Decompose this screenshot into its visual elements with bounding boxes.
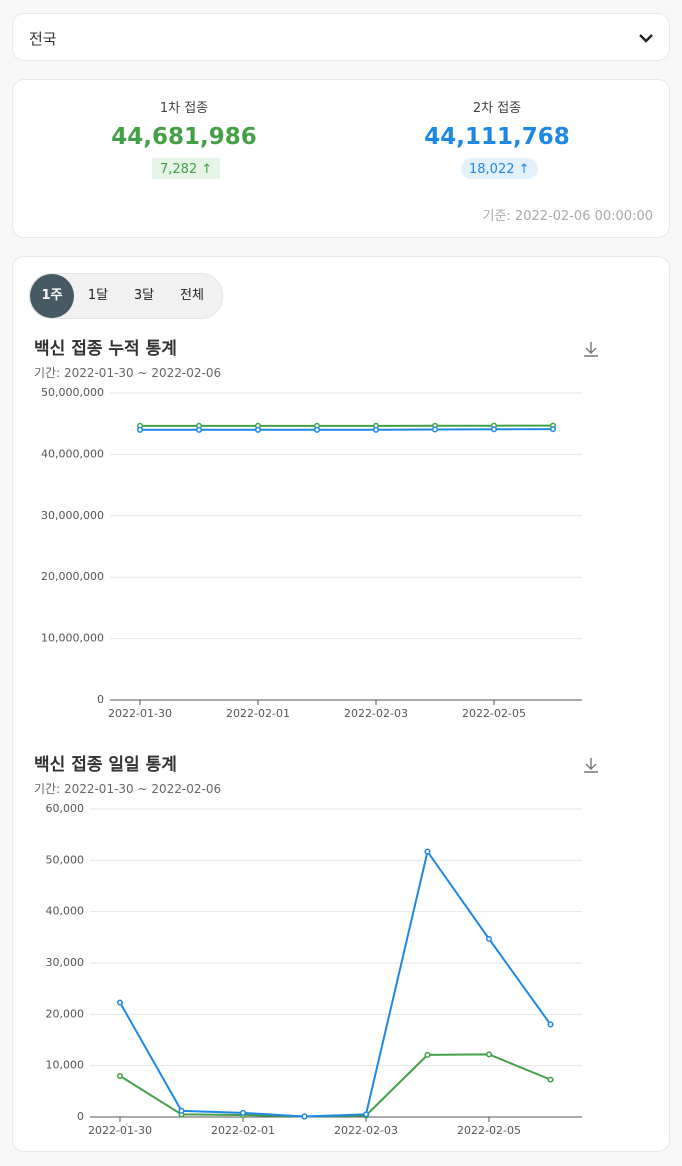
- point: [116, 999, 124, 1006]
- point: [195, 426, 203, 433]
- basis-time: 기준: 2022-02-06 00:00:00: [482, 209, 653, 224]
- y-tick-label: 50,000: [46, 853, 85, 866]
- x-tick-label: 2022-01-30: [108, 707, 172, 720]
- tab[interactable]: 전체: [180, 288, 204, 303]
- y-tick-label: 50,000,000: [41, 386, 104, 399]
- dose2-total: 44,111,768: [424, 124, 570, 150]
- tab[interactable]: 1달: [87, 288, 109, 303]
- region-select[interactable]: 전국: [12, 13, 670, 61]
- y-tick-label: 30,000,000: [41, 509, 104, 522]
- dose2-delta-pill: 18,022 ↑: [461, 158, 538, 179]
- y-tick-label: 40,000,000: [41, 447, 104, 460]
- chart-subtitle: 기간: 2022-01-30 ~ 2022-02-06: [34, 366, 222, 380]
- y-tick-label: 0: [77, 1110, 84, 1123]
- x-tick-label: 2022-02-03: [334, 1124, 398, 1137]
- point: [485, 935, 493, 942]
- summary-card: 1차 접종 44,681,986 7,282 ↑ 2차 접종 44,111,76…: [12, 79, 670, 238]
- point: [372, 426, 380, 433]
- y-tick-label: 60,000: [46, 802, 85, 815]
- x-tick-label: 2022-02-03: [344, 707, 408, 720]
- point: [136, 426, 144, 433]
- x-tick-label: 2022-02-05: [457, 1124, 521, 1137]
- dose1-label: 1차 접종: [159, 101, 209, 116]
- dose1-delta-pill: 7,282 ↑: [152, 158, 221, 179]
- point: [313, 426, 321, 433]
- y-tick-label: 10,000,000: [41, 632, 104, 645]
- dose2-label: 2차 접종: [472, 101, 522, 116]
- point: [424, 848, 431, 855]
- point: [431, 426, 439, 433]
- dose1-total: 44,681,986: [111, 124, 257, 150]
- point: [116, 1072, 124, 1079]
- x-tick-label: 2022-02-01: [226, 707, 290, 720]
- x-tick-label: 2022-02-01: [211, 1124, 275, 1137]
- chart-subtitle: 기간: 2022-01-30 ~ 2022-02-06: [34, 782, 222, 796]
- dose2-delta: 18,022: [469, 162, 515, 177]
- point: [254, 426, 262, 433]
- point: [362, 1111, 370, 1118]
- point: [549, 426, 557, 433]
- y-tick-label: 30,000: [46, 956, 85, 969]
- x-tick-label: 2022-01-30: [88, 1124, 152, 1137]
- dose1-delta: 7,282: [160, 162, 198, 177]
- y-tick-label: 20,000: [46, 1007, 85, 1020]
- tab-group: 1주 1달 3달 전체: [29, 273, 223, 319]
- y-tick-label: 40,000: [46, 905, 85, 918]
- download-icon[interactable]: [582, 756, 600, 774]
- region-label: 전국: [29, 30, 57, 48]
- line: [139, 428, 554, 431]
- y-tick-label: 20,000,000: [41, 570, 104, 583]
- chart-title: 백신 접종 누적 통계: [34, 339, 177, 359]
- point: [547, 1021, 554, 1028]
- x-tick-label: 2022-02-05: [462, 707, 526, 720]
- tab[interactable]: 3달: [133, 288, 155, 303]
- chevron: [639, 34, 653, 43]
- line: [119, 1053, 551, 1118]
- point: [239, 1109, 247, 1116]
- point: [485, 1051, 493, 1058]
- chart-title: 백신 접종 일일 통계: [34, 755, 177, 775]
- point: [547, 1076, 554, 1083]
- line: [119, 849, 552, 1118]
- point: [424, 1051, 431, 1058]
- point: [490, 426, 498, 433]
- download-icon[interactable]: [582, 340, 600, 358]
- point: [301, 1113, 308, 1120]
- y-tick-label: 0: [97, 693, 104, 706]
- tab[interactable]: 1주: [30, 274, 74, 318]
- point: [178, 1107, 185, 1114]
- y-tick-label: 10,000: [46, 1059, 85, 1072]
